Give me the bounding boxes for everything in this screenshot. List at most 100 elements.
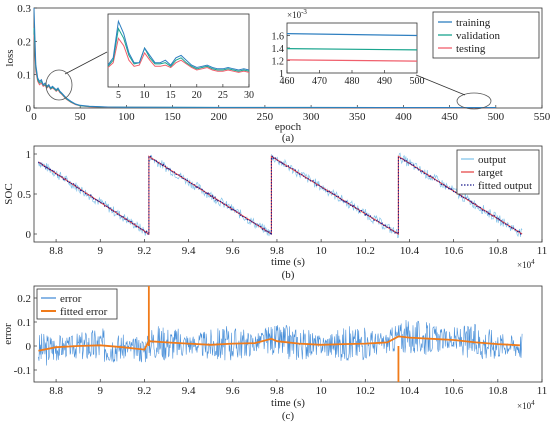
loss-xtick-label: 100	[118, 111, 135, 123]
inset-left-line-training	[107, 19, 250, 71]
error-ytick-label: -0.1	[14, 365, 31, 377]
legend-item-testing: testing	[438, 43, 486, 55]
error-xtick-label: 10	[316, 385, 328, 397]
soc-xtick-label: 9	[98, 245, 104, 257]
legend-label-testing: testing	[456, 43, 486, 55]
error-ytick-label: 0.1	[17, 317, 31, 329]
inset-right-frame	[286, 22, 418, 74]
loss-xtick-label: 550	[534, 111, 550, 123]
error-legend-box	[36, 288, 118, 320]
inset-left-line-validation	[107, 27, 250, 72]
soc-caption: (b)	[282, 269, 295, 281]
loss-xtick-label: 400	[395, 111, 412, 123]
legend-item-validation: validation	[438, 30, 500, 42]
legend-label-fitted-output: fitted output	[478, 180, 532, 192]
loss-legend: training validation testing	[432, 11, 540, 59]
error-xtick-label: 10.2	[356, 385, 375, 397]
inset-left-xtick-label: 20	[192, 90, 202, 101]
error-plot-frame	[33, 285, 543, 383]
error-xlabel: time (s)	[271, 397, 305, 409]
soc-ytick-label: 0	[26, 229, 32, 241]
inset-right-line-testing	[286, 59, 418, 62]
error-legend: error fitted error	[36, 288, 118, 320]
soc-ylabel: SOC	[3, 183, 15, 204]
legend-item-target: target	[461, 167, 503, 179]
error-x-exponent: ×104	[517, 399, 535, 411]
inset-right-line-validation	[286, 48, 418, 51]
legend-label-training: training	[456, 17, 491, 29]
inset-right-ytick-label: 1.6	[272, 32, 285, 43]
inset-right-line-training	[286, 33, 418, 37]
soc-ytick-label: 0.5	[17, 189, 31, 201]
loss-xtick-label: 500	[488, 111, 505, 123]
loss-ylabel: loss	[4, 49, 16, 66]
soc-xtick-label: 8.8	[49, 245, 63, 257]
loss-xlabel: epoch	[275, 121, 302, 133]
legend-item-training: training	[438, 17, 491, 29]
soc-xtick-label: 10.6	[444, 245, 464, 257]
error-xtick-label: 9.2	[138, 385, 152, 397]
zoom-ellipse-right	[456, 92, 492, 110]
loss-ytick-label: 0.1	[17, 70, 31, 82]
loss-xtick-label: 250	[257, 111, 274, 123]
loss-line-validation	[33, 27, 496, 108]
loss-line-testing	[33, 34, 496, 109]
error-xtick-label: 10.6	[444, 385, 464, 397]
soc-legend: output target fitted output	[456, 149, 540, 195]
inset-left-line-testing	[107, 37, 250, 73]
loss-xtick-label: 350	[349, 111, 366, 123]
inset-right-exponent: ×10-3	[287, 8, 307, 20]
error-ytick-label: 0.2	[17, 293, 31, 305]
error-line-fitted-error	[38, 335, 520, 352]
loss-xtick-label: 450	[441, 111, 458, 123]
loss-panel: loss epoch (a) 0 50 100 150 200 250 300 350 400 4…	[4, 3, 550, 144]
loss-xtick-label: 300	[303, 111, 320, 123]
legend-item-error: error	[41, 293, 82, 305]
soc-panel: SOC time (s) (b) ×104 8.8 9 9.2 9.4 9.6 9.8 10…	[3, 145, 548, 281]
error-ytick-label: 0	[26, 341, 32, 353]
soc-xlabel: time (s)	[271, 256, 305, 268]
inset-left-xtick-label: 15	[166, 90, 176, 101]
error-xtick-label: 10.4	[400, 385, 420, 397]
legend-label-error: error	[60, 293, 82, 305]
legend-item-fitted-error: fitted error	[41, 306, 108, 318]
inset-right-xtick-label: 480	[345, 76, 360, 87]
inset-left-xtick-label: 30	[244, 90, 254, 101]
loss-inset-left: 5 10 15 20 25 30	[107, 13, 254, 101]
soc-xtick-label: 10.4	[400, 245, 420, 257]
error-xtick-label: 11	[537, 385, 548, 397]
loss-xtick-label: 50	[75, 111, 87, 123]
error-xtick-label: 9.4	[182, 385, 196, 397]
legend-label-output: output	[478, 154, 506, 166]
soc-x-exponent: ×104	[517, 258, 535, 270]
inset-right-ytick-label: 1.4	[272, 44, 285, 55]
soc-xtick-label: 9.2	[138, 245, 152, 257]
inset-right-xtick-label: 470	[312, 76, 327, 87]
error-caption: (c)	[282, 410, 295, 422]
error-line-error	[38, 319, 523, 366]
loss-ytick-label: 0.3	[17, 3, 31, 15]
loss-caption: (a)	[282, 132, 295, 144]
legend-label-target: target	[478, 167, 503, 179]
inset-left-frame	[107, 13, 250, 88]
inset-left-xtick-label: 5	[116, 90, 121, 101]
loss-xtick-label: 0	[31, 111, 37, 123]
error-xtick-label: 8.8	[49, 385, 63, 397]
inset-right-ytick-label: 1	[279, 69, 284, 80]
soc-ytick-label: 1	[26, 149, 32, 161]
soc-xtick-label: 9.6	[226, 245, 240, 257]
loss-inset-right: ×10-3 460 470 480 490 500 11.2 1.41.6	[272, 8, 425, 87]
soc-xtick-label: 9.8	[270, 245, 284, 257]
error-xtick-label: 9	[98, 385, 104, 397]
legend-item-fitted-output: fitted output	[461, 180, 532, 192]
soc-line-target	[38, 155, 523, 235]
loss-ytick-label: 0.2	[17, 36, 31, 48]
inset-right-xtick-label: 460	[280, 76, 295, 87]
inset-right-ytick-label: 1.2	[272, 57, 285, 68]
error-xtick-label: 9.6	[226, 385, 240, 397]
soc-xtick-label: 11	[537, 245, 548, 257]
error-xtick-label: 10.8	[488, 385, 508, 397]
zoom-connector-left	[64, 51, 108, 75]
loss-xtick-label: 200	[210, 111, 227, 123]
